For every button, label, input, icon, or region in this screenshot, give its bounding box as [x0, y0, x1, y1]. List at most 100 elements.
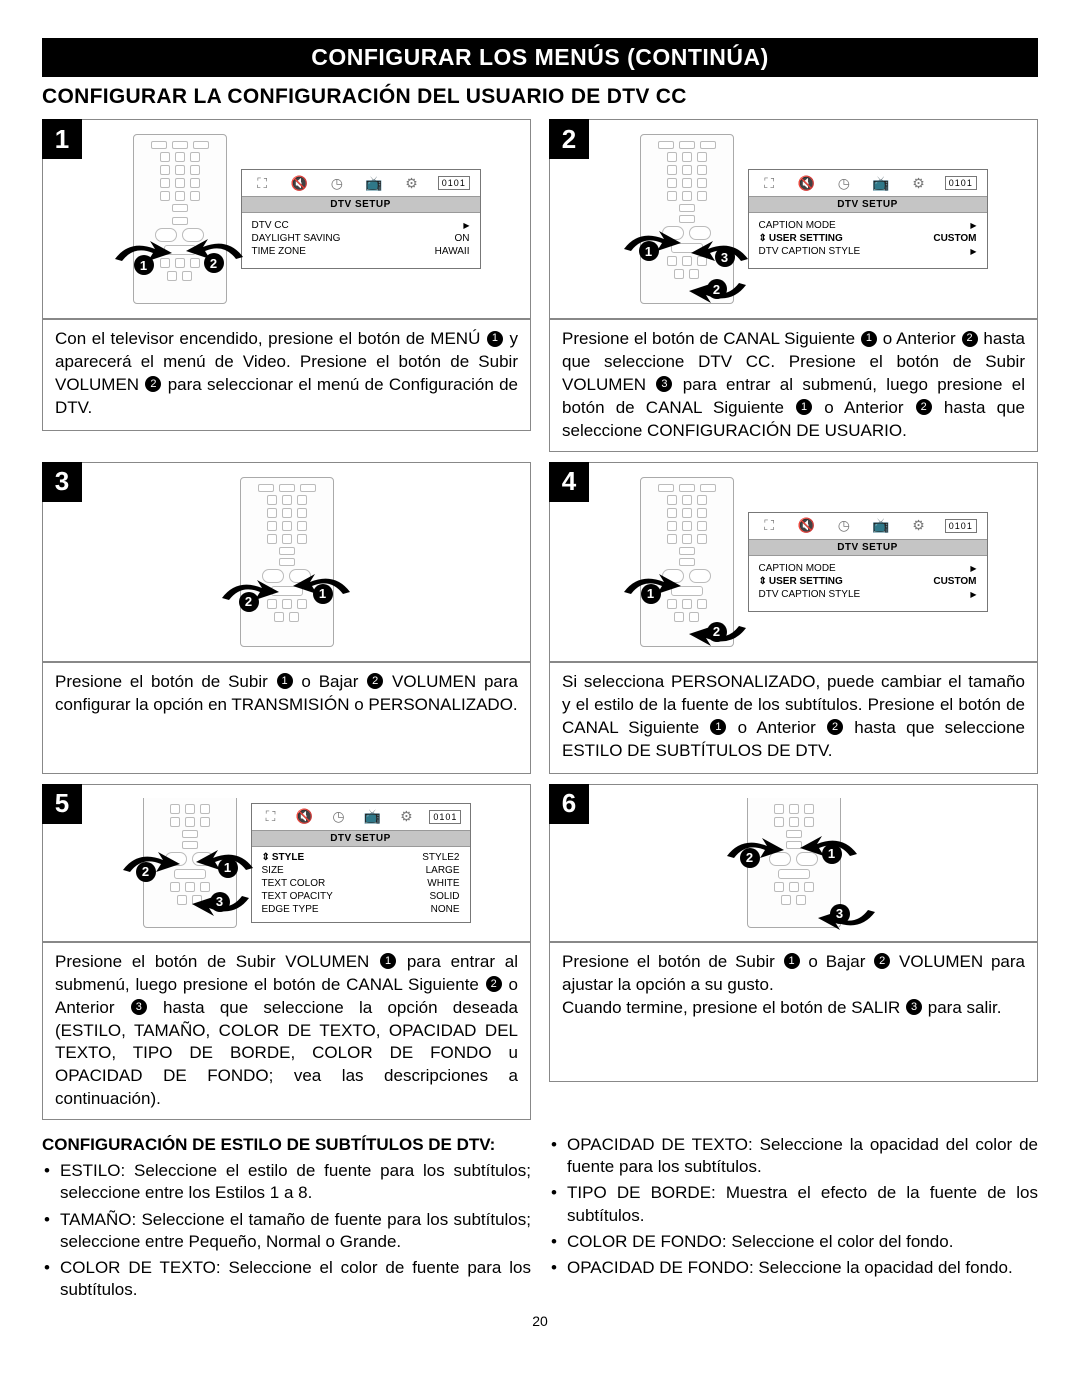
bottom-notes: CONFIGURACIÓN DE ESTILO DE SUBTÍTULOS DE…	[42, 1134, 1038, 1305]
arrow-right-icon	[970, 246, 976, 257]
picture-icon: ⛶	[758, 517, 780, 535]
arrow-icon	[661, 606, 751, 650]
osd-label: TIME ZONE	[252, 246, 306, 257]
osd-header: DTV SETUP	[749, 540, 987, 556]
step-6: 6 2 1 3	[549, 784, 1038, 1121]
picture-icon: ⛶	[251, 174, 273, 192]
callout-badge: 1	[641, 584, 661, 604]
list-item: OPACIDAD DE TEXTO: Seleccione la opacida…	[567, 1134, 1038, 1178]
osd-label: EDGE TYPE	[262, 904, 319, 915]
list-item: ESTILO: Seleccione el estilo de fuente p…	[60, 1160, 531, 1204]
remote-icon: 1 2	[640, 477, 734, 647]
step-number: 6	[549, 784, 589, 824]
step-6-figure: 2 1 3	[549, 784, 1038, 942]
picture-icon: ⛶	[259, 808, 281, 826]
osd-code: 0101	[945, 519, 977, 533]
circled-1-icon: 1	[487, 331, 503, 347]
step-number: 1	[42, 119, 82, 159]
osd-value: SOLID	[429, 891, 459, 902]
osd-label: CAPTION MODE	[759, 563, 836, 574]
step-4: 4 1 2	[549, 462, 1038, 774]
setup-icon: ⚙	[907, 174, 929, 192]
list-item: TAMAÑO: Seleccione el tamaño de fuente p…	[60, 1209, 531, 1253]
osd-code: 0101	[945, 176, 977, 190]
osd-panel: ⛶ 🔇 ◷ 📺 ⚙ 0101 DTV SETUP DTV CC DAYLIGHT…	[241, 169, 481, 269]
clock-icon: ◷	[327, 808, 349, 826]
circled-2-icon: 2	[874, 953, 890, 969]
sound-icon: 🔇	[293, 808, 315, 826]
osd-header: DTV SETUP	[242, 197, 480, 213]
step-3-figure: 2 1	[42, 462, 531, 662]
osd-label: CAPTION MODE	[759, 220, 836, 231]
osd-label: SIZE	[262, 865, 284, 876]
step-2-figure: 1 3 2 ⛶ 🔇 ◷ 📺 ⚙ 0101	[549, 119, 1038, 319]
callout-badge: 2	[239, 592, 259, 612]
osd-label: DTV CC	[252, 220, 289, 231]
circled-2-icon: 2	[145, 376, 161, 392]
callout-badge: 2	[136, 862, 156, 882]
step-2-caption: Presione el botón de CANAL Siguiente 1 o…	[549, 319, 1038, 452]
step-1: 1 1 2	[42, 119, 531, 452]
tv-icon: 📺	[361, 808, 383, 826]
page-number: 20	[42, 1313, 1038, 1329]
step-3-caption: Presione el botón de Subir 1 o Bajar 2 V…	[42, 662, 531, 774]
list-item: COLOR DE TEXTO: Seleccione el color de f…	[60, 1257, 531, 1301]
callout-badge: 2	[707, 622, 727, 642]
arrow-icon	[158, 235, 248, 279]
arrow-icon	[772, 832, 862, 876]
remote-icon: 2 1 3	[747, 798, 841, 928]
sound-icon: 🔇	[795, 517, 817, 535]
arrow-right-icon	[970, 563, 976, 574]
osd-panel: ⛶ 🔇 ◷ 📺 ⚙ 0101 DTV SETUP STYLESTYLE2 SIZ…	[251, 803, 471, 923]
osd-value: NONE	[431, 904, 460, 915]
step-3: 3 2 1	[42, 462, 531, 774]
step-number: 4	[549, 462, 589, 502]
remote-icon: 1 3 2	[640, 134, 734, 304]
circled-3-icon: 3	[906, 999, 922, 1015]
circled-1-icon: 1	[380, 953, 396, 969]
callout-badge: 1	[134, 255, 154, 275]
remote-icon: 2 1	[240, 477, 334, 647]
setup-icon: ⚙	[907, 517, 929, 535]
step-number: 3	[42, 462, 82, 502]
osd-header: DTV SETUP	[252, 831, 470, 847]
circled-1-icon: 1	[277, 673, 293, 689]
step-5-caption: Presione el botón de Subir VOLUMEN 1 par…	[42, 942, 531, 1121]
callout-badge: 2	[707, 279, 727, 299]
sound-icon: 🔇	[288, 174, 310, 192]
step-4-figure: 1 2 ⛶ 🔇 ◷ 📺 ⚙ 0101 DTV SETUP CA	[549, 462, 1038, 662]
clock-icon: ◷	[833, 517, 855, 535]
circled-3-icon: 3	[131, 999, 147, 1015]
step-6-caption: Presione el botón de Subir 1 o Bajar 2 V…	[549, 942, 1038, 1082]
osd-label: DTV CAPTION STYLE	[759, 246, 861, 257]
picture-icon: ⛶	[758, 174, 780, 192]
subtitle: CONFIGURAR LA CONFIGURACIÓN DEL USUARIO …	[42, 85, 1038, 109]
osd-label: TEXT COLOR	[262, 878, 326, 889]
callout-badge: 1	[822, 844, 842, 864]
bottom-heading: CONFIGURACIÓN DE ESTILO DE SUBTÍTULOS DE…	[42, 1134, 531, 1156]
callout-badge: 3	[210, 892, 230, 912]
osd-label: DTV CAPTION STYLE	[759, 589, 861, 600]
osd-value: CUSTOM	[933, 576, 976, 587]
osd-label: STYLE	[262, 852, 305, 863]
step-number: 2	[549, 119, 589, 159]
remote-icon: 2 1 3	[143, 798, 237, 928]
arrow-icon	[661, 263, 751, 307]
osd-label: USER SETTING	[759, 576, 843, 587]
osd-panel: ⛶ 🔇 ◷ 📺 ⚙ 0101 DTV SETUP CAPTION MODE US…	[748, 512, 988, 612]
circled-1-icon: 1	[861, 331, 877, 347]
step-5: 5 2 1 3	[42, 784, 531, 1121]
clock-icon: ◷	[326, 174, 348, 192]
osd-value: STYLE2	[422, 852, 459, 863]
callout-badge: 1	[218, 858, 238, 878]
circled-3-icon: 3	[656, 376, 672, 392]
step-1-figure: 1 2 ⛶ 🔇 ◷ 📺 ⚙ 0101 DTV SETUP DT	[42, 119, 531, 319]
list-item: COLOR DE FONDO: Seleccione el color del …	[567, 1231, 1038, 1253]
remote-icon: 1 2	[133, 134, 227, 304]
callout-badge: 1	[639, 241, 659, 261]
step-4-caption: Si selecciona PERSONALIZADO, puede cambi…	[549, 662, 1038, 774]
setup-icon: ⚙	[395, 808, 417, 826]
list-item: TIPO DE BORDE: Muestra el efecto de la f…	[567, 1182, 1038, 1226]
tv-icon: 📺	[870, 174, 892, 192]
osd-value: HAWAII	[435, 246, 470, 257]
